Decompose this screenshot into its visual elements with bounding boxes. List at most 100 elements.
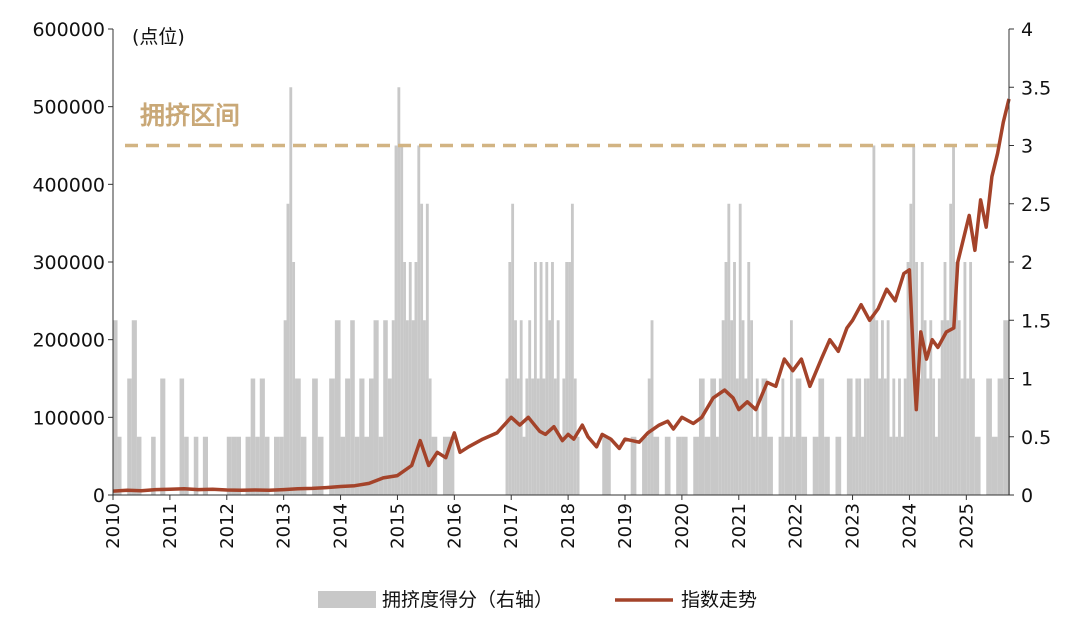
crowding-bar [818, 378, 825, 495]
crowding-bar [986, 378, 992, 495]
crowding-bar [861, 436, 864, 495]
crowding-bar [151, 436, 156, 495]
x-tick-label: 2021 [729, 503, 750, 549]
crowding-bar [881, 320, 884, 495]
crowding-bar [795, 378, 802, 495]
crowding-bar [784, 436, 790, 495]
crowding-bar [676, 436, 682, 495]
crowding-bar [391, 320, 395, 495]
crowding-bar [369, 378, 374, 495]
crowding-bar [653, 436, 660, 495]
crowding-bar [354, 436, 360, 495]
crowding-bar [753, 436, 756, 495]
crowding-bar [878, 378, 881, 495]
crowding-bar [929, 320, 933, 495]
crowding-bar [359, 378, 365, 495]
x-tick-label: 2024 [899, 503, 920, 549]
crowding-bar [630, 436, 637, 495]
index-line [112, 98, 1011, 493]
right-axis-ticks: 0 0.5 1 1.5 2 2.5 3 3.5 4 [1009, 19, 1051, 507]
crowding-bar [117, 436, 122, 495]
crowding-bar [789, 320, 793, 495]
crowding-bar [898, 378, 901, 495]
crowding-bar [761, 378, 768, 495]
right-tick-label: 1 [1021, 369, 1033, 391]
crowding-bar [866, 378, 870, 495]
crowding-bar [373, 320, 379, 495]
crowding-bar [414, 262, 418, 495]
crowding-bar [738, 203, 742, 495]
crowding-bar [744, 378, 748, 495]
crowding-bar [858, 378, 862, 495]
crowding-bar [733, 262, 736, 495]
crowding-bar [387, 378, 392, 495]
crowding-bar [179, 378, 185, 495]
crowding-bar [259, 378, 265, 495]
crowding-bar [283, 320, 287, 495]
crowding-bar [431, 436, 438, 495]
crowding-bar [160, 378, 166, 495]
crowding-bar [801, 436, 808, 495]
crowding-bar [570, 203, 574, 495]
crowding-bar [553, 378, 557, 495]
crowding-bar [906, 262, 910, 495]
legend-bar-label: 拥挤度得分（右轴） [382, 589, 553, 611]
left-tick-label: 0 [93, 485, 105, 507]
right-tick-label: 0 [1021, 485, 1033, 507]
crowding-bar [525, 378, 529, 495]
crowding-bar [516, 378, 520, 495]
crowding-bar [972, 378, 975, 495]
crowding-bar [428, 378, 432, 495]
crowding-bar [642, 436, 648, 495]
crowding-bar [279, 436, 284, 495]
crowding-bar [855, 378, 859, 495]
crowding-bars [113, 87, 1010, 495]
x-tick-label: 2016 [444, 503, 465, 549]
crowding-bar [954, 262, 958, 495]
crowding-bar [997, 378, 1004, 495]
unit-label: (点位) [132, 26, 185, 48]
crowding-bar [539, 262, 543, 495]
x-tick-label: 2014 [331, 503, 352, 549]
crowding-bar [926, 378, 930, 495]
crowding-bar [245, 436, 251, 495]
crowding-bar [778, 436, 782, 495]
crowding-bar [329, 378, 335, 495]
crowding-bar [735, 378, 739, 495]
crowding-bar [960, 378, 964, 495]
crowding-bar [792, 436, 796, 495]
left-tick-label: 500000 [32, 97, 105, 119]
crowding-bar [531, 378, 534, 495]
legend: 拥挤度得分（右轴） 指数走势 [318, 589, 757, 611]
crowding-bar [505, 378, 509, 495]
crowding-bar [940, 320, 944, 495]
right-tick-label: 2.5 [1021, 194, 1051, 216]
left-tick-label: 600000 [32, 19, 105, 41]
crowding-bar [533, 262, 537, 495]
crowding-bar [345, 378, 351, 495]
crowding-bar [528, 320, 532, 495]
crowding-bar [883, 378, 887, 495]
crowding-bar [949, 203, 953, 495]
crowding-bar [835, 436, 842, 495]
crowding-bar [442, 436, 455, 495]
crowding-bar [718, 378, 722, 495]
crowding-bar [312, 378, 318, 495]
crowding-bar [292, 262, 296, 495]
crowding-bar [917, 378, 921, 495]
crowding-bar [889, 436, 893, 495]
crowding-bar [519, 320, 523, 495]
crowding-bar [565, 262, 569, 495]
right-tick-label: 3 [1021, 136, 1033, 158]
crowding-bar [317, 436, 324, 495]
crowding-bar [935, 436, 938, 495]
crowding-bar [250, 378, 256, 495]
crowding-bar [886, 320, 890, 495]
crowding-bar [602, 436, 611, 495]
crowding-bar [903, 378, 907, 495]
x-tick-label: 2025 [956, 503, 977, 549]
x-tick-label: 2011 [160, 503, 181, 549]
crowding-bar [698, 378, 705, 495]
crowding-bar [758, 436, 762, 495]
